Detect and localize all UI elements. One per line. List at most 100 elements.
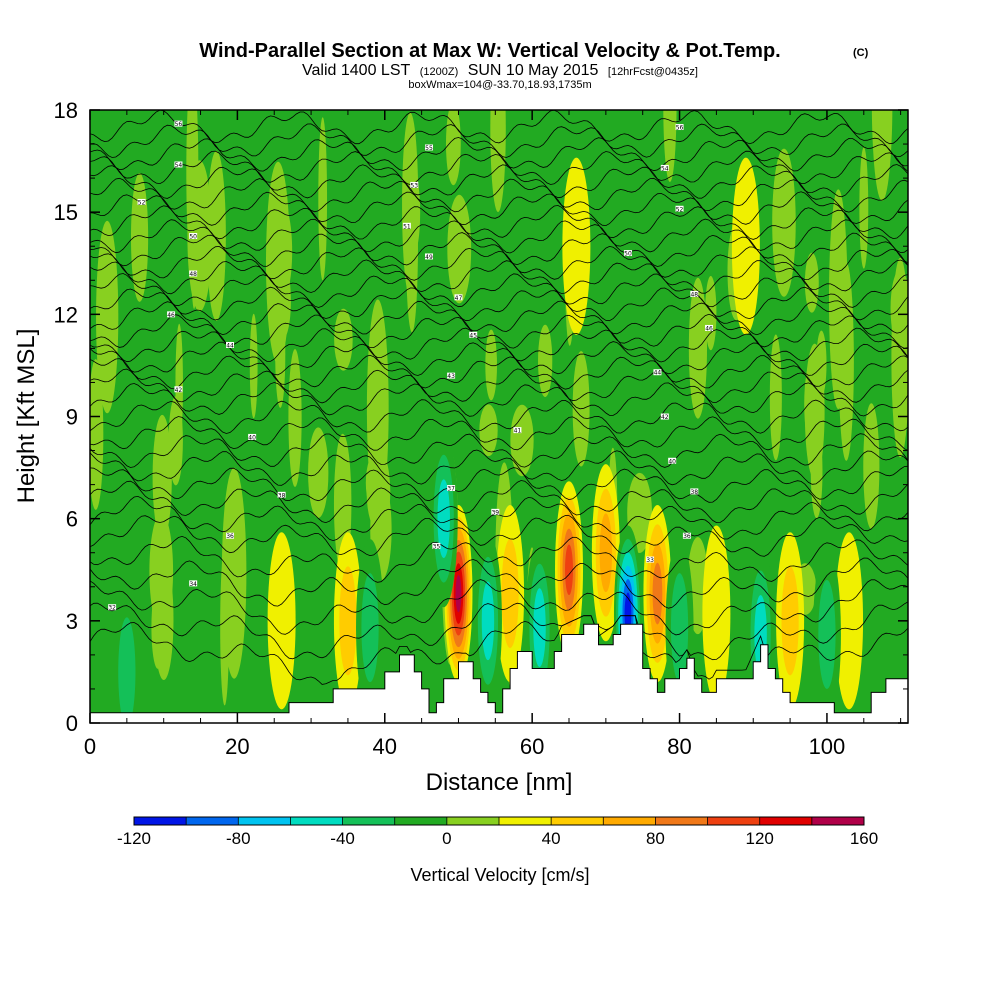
isentrope-label-bg xyxy=(189,233,198,240)
isentrope-line xyxy=(90,601,908,661)
isentrope-label-bg xyxy=(189,270,198,277)
y-tick-label: 18 xyxy=(54,98,78,123)
isentrope-label: 38 xyxy=(690,489,698,496)
weak-updraft-band xyxy=(510,404,534,477)
weak-updraft-band xyxy=(871,110,893,201)
isentrope-label: 45 xyxy=(469,332,477,339)
y-tick-label: 6 xyxy=(66,507,78,532)
colorbar-swatch xyxy=(707,817,761,825)
isentrope-label-bg xyxy=(646,556,655,563)
weak-updraft-band xyxy=(705,276,717,351)
isentrope-label-bg xyxy=(108,604,117,611)
colorbar-label: Vertical Velocity [cm/s] xyxy=(410,865,589,885)
isentrope-label-bg xyxy=(277,491,286,498)
colorbar-swatch xyxy=(551,817,604,825)
isentrope-label: 34 xyxy=(189,581,197,588)
downdraft-cell xyxy=(481,581,495,661)
isentrope-label: 56 xyxy=(175,121,183,128)
updraft-cell xyxy=(781,566,799,676)
isentrope-label-bg xyxy=(705,324,714,331)
isentrope-line xyxy=(90,515,908,557)
isentrope-line xyxy=(90,433,908,468)
isentrope-line xyxy=(90,110,908,145)
colorbar-tick-label: 120 xyxy=(746,829,774,848)
updraft-cell xyxy=(501,539,519,649)
subtitle-box: boxWmax=104@-33.70,18.93,1735m xyxy=(408,79,591,91)
colorbar-tick-label: -40 xyxy=(330,829,355,848)
colorbar-swatch xyxy=(342,817,396,825)
isentrope-line xyxy=(90,286,908,322)
colorbar-tick-label: 80 xyxy=(646,829,665,848)
x-tick-label: 40 xyxy=(373,734,397,759)
isentrope-line xyxy=(90,557,908,609)
updraft-cell xyxy=(562,157,591,335)
downdraft-cell xyxy=(118,617,136,723)
isentrope-label-bg xyxy=(469,331,478,338)
isentrope-label: 48 xyxy=(189,271,197,278)
colorbar-swatch xyxy=(655,817,708,825)
colorbar: -120 -80 -40 0 40 80 120 160 xyxy=(117,816,878,848)
isentrope-labels: 32 34 36 38 40 42 44 46 48 50 52 54 56 35 37 39 41 43 45 47… xyxy=(108,120,714,612)
weak-updraft-band xyxy=(206,150,226,321)
chart-title: Wind-Parallel Section at Max W: Vertical… xyxy=(199,40,780,62)
x-tick-label: 60 xyxy=(520,734,544,759)
isentrope-label-bg xyxy=(690,290,699,297)
isentrope-line xyxy=(90,354,908,390)
weak-updraft-band xyxy=(485,329,498,401)
isentrope-line xyxy=(90,449,908,486)
colorbar-swatch xyxy=(759,817,813,825)
isentrope-label: 52 xyxy=(138,199,146,206)
weak-updraft-band xyxy=(890,269,908,347)
downdraft-cell xyxy=(533,588,546,667)
updraft-cell xyxy=(652,562,663,625)
isentrope-line xyxy=(90,300,908,336)
isentrope-label: 44 xyxy=(226,342,234,349)
isentrope-label-bg xyxy=(682,532,691,539)
colorbar-swatch xyxy=(499,817,552,825)
isentrope-label-bg xyxy=(424,253,433,260)
isentrope-label: 47 xyxy=(455,295,463,302)
isentrope-line xyxy=(90,218,908,254)
x-tick-label: 100 xyxy=(809,734,846,759)
isentrope-label-bg xyxy=(189,580,198,587)
updraft-cell xyxy=(565,544,574,596)
isentrope-label: 54 xyxy=(661,165,669,172)
isentropes xyxy=(90,110,908,685)
isentrope-label-bg xyxy=(623,250,632,257)
isentrope-label-bg xyxy=(402,222,411,229)
colorbar-tick-label: -80 xyxy=(226,829,251,848)
isentrope-label-bg xyxy=(660,164,669,171)
isentrope-line xyxy=(90,480,908,524)
updraft-cell xyxy=(267,532,296,710)
subtitle-utc: (1200Z) xyxy=(420,66,459,78)
weak-updraft-band xyxy=(769,334,782,461)
isentrope-line xyxy=(90,123,908,158)
isentrope-label: 48 xyxy=(690,291,698,298)
isentrope-label: 56 xyxy=(676,125,684,132)
isentrope-label: 39 xyxy=(491,509,499,516)
isentrope-line xyxy=(90,245,908,281)
title-mark: (C) xyxy=(853,47,869,59)
isentrope-label-bg xyxy=(668,457,677,464)
weak-updraft-band xyxy=(688,277,708,419)
isentrope-label: 42 xyxy=(175,387,183,394)
weak-updraft-band xyxy=(149,513,174,629)
isentrope-line xyxy=(90,368,908,404)
isentrope-label-bg xyxy=(174,161,183,168)
isentrope-line xyxy=(90,164,908,199)
isentrope-label-bg xyxy=(248,433,257,440)
weak-updraft-band xyxy=(772,148,796,297)
weak-updraft-band xyxy=(366,299,389,517)
y-tick-label: 15 xyxy=(54,200,78,225)
isentrope-label-bg xyxy=(137,198,146,205)
colorbar-tick-label: -120 xyxy=(117,829,151,848)
isentrope-label-bg xyxy=(410,181,419,188)
isentrope-label: 51 xyxy=(403,223,411,230)
isentrope-label-bg xyxy=(226,532,235,539)
isentrope-label-bg xyxy=(491,508,500,515)
colorbar-swatch xyxy=(134,817,187,825)
isentrope-label: 50 xyxy=(189,234,197,241)
isentrope-line xyxy=(90,259,908,295)
colorbar-swatch xyxy=(290,817,343,825)
